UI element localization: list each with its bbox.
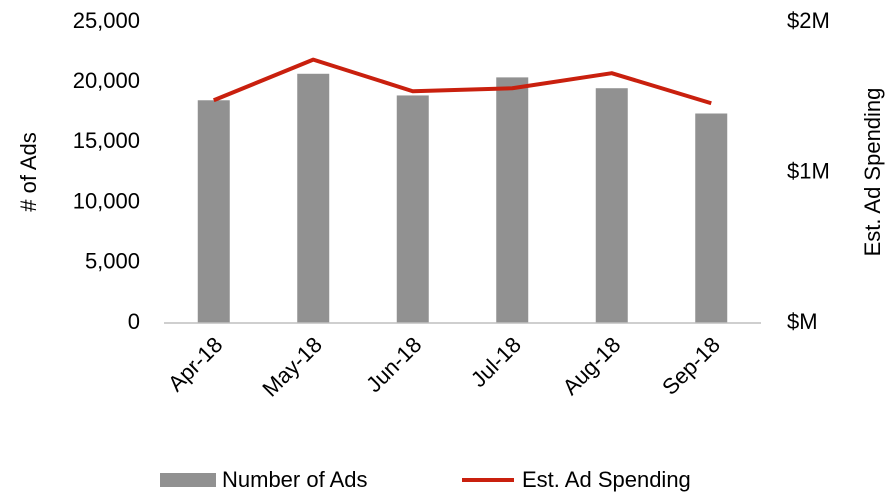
- x-tick-label: Aug-18: [558, 332, 626, 400]
- bar: [396, 95, 429, 323]
- y-tick-label: 10,000: [73, 188, 140, 213]
- x-tick-label: Jun-18: [361, 332, 426, 397]
- x-tick-label: Jul-18: [466, 332, 526, 392]
- bar: [197, 100, 230, 323]
- x-tick-label: Apr-18: [163, 332, 227, 396]
- bar: [595, 88, 628, 323]
- y2-tick-label: $1M: [787, 158, 830, 183]
- y-tick-label: 5,000: [85, 249, 140, 274]
- x-tick-label: May-18: [257, 332, 327, 402]
- bar: [496, 77, 529, 323]
- y2-tick-label: $M: [787, 309, 818, 334]
- y-axis-label: # of Ads: [16, 132, 41, 212]
- legend-label: Number of Ads: [222, 467, 368, 492]
- x-tick-label: Sep-18: [657, 332, 725, 400]
- line: [212, 57, 712, 106]
- legend-swatch: [160, 473, 216, 487]
- legend-label: Est. Ad Spending: [522, 467, 691, 492]
- y-tick-label: 25,000: [73, 8, 140, 33]
- y-tick-label: 20,000: [73, 68, 140, 93]
- y2-tick-label: $2M: [787, 8, 830, 33]
- bar: [297, 73, 330, 323]
- y-tick-label: 15,000: [73, 128, 140, 153]
- y-tick-label: 0: [128, 309, 140, 334]
- y2-axis-label: Est. Ad Spending: [860, 88, 885, 257]
- bar: [695, 113, 728, 323]
